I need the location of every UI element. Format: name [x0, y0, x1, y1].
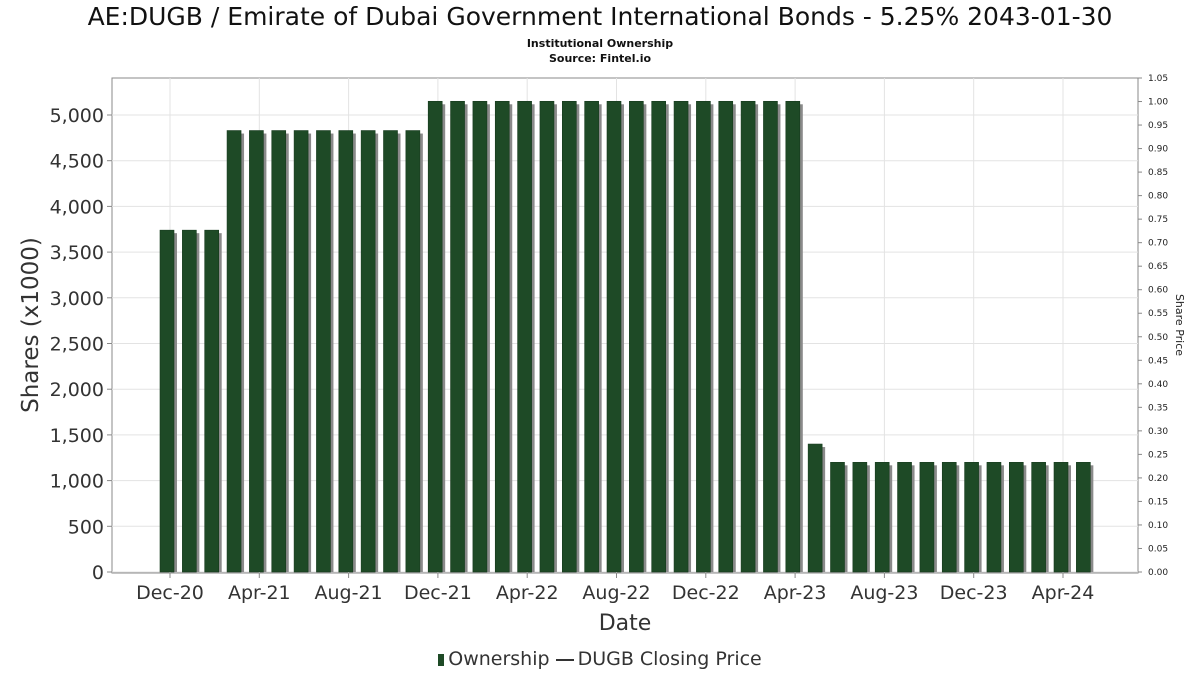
- bar: [450, 100, 465, 573]
- bar: [1076, 462, 1091, 573]
- bar: [673, 100, 689, 573]
- y2-tick-label: 1.00: [1148, 98, 1168, 108]
- bar: [919, 462, 935, 573]
- x-axis-title: Date: [599, 611, 652, 636]
- chart-subtitle: Institutional Ownership Source: Fintel.i…: [0, 36, 1200, 66]
- legend: Ownership DUGB Closing Price: [0, 648, 1200, 670]
- y2-tick-label: 1.05: [1148, 74, 1168, 84]
- y2-tick-label: 0.50: [1148, 333, 1168, 343]
- x-tick-label: Dec-23: [940, 582, 1008, 604]
- subtitle-line-2: Source: Fintel.io: [548, 52, 652, 65]
- bar: [427, 100, 443, 573]
- y-axis-title: Shares (x1000): [18, 237, 44, 413]
- bar: [539, 100, 555, 573]
- y-tick-label: 4,000: [50, 196, 104, 218]
- y2-tick-label: 0.20: [1148, 474, 1168, 484]
- bar: [249, 130, 264, 573]
- bar: [763, 100, 778, 573]
- y2-tick-label: 0.45: [1148, 356, 1168, 366]
- bar: [785, 100, 801, 573]
- legend-ownership-label[interactable]: Ownership: [448, 648, 550, 670]
- bar: [293, 130, 309, 573]
- x-tick-label: Dec-21: [404, 582, 472, 604]
- bar: [1008, 462, 1024, 573]
- bar: [494, 100, 510, 573]
- bar: [740, 100, 756, 573]
- bar: [383, 130, 398, 573]
- x-tick-label: Aug-22: [582, 582, 650, 604]
- y2-tick-label: 0.40: [1148, 380, 1168, 390]
- y-tick-label: 1,000: [50, 471, 104, 493]
- x-tick-label: Dec-20: [136, 582, 204, 604]
- bar: [852, 462, 868, 573]
- bar: [584, 100, 599, 573]
- bar: [517, 100, 532, 573]
- bar: [472, 100, 488, 573]
- y2-tick-label: 0.55: [1148, 309, 1168, 319]
- bar: [204, 229, 219, 573]
- y2-axis-title: Share Price: [1173, 294, 1186, 356]
- bar: [897, 462, 912, 573]
- y2-tick-label: 0.25: [1148, 450, 1168, 460]
- x-tick-label: Apr-21: [228, 582, 291, 604]
- bar: [360, 130, 376, 573]
- bar: [718, 100, 734, 573]
- bar: [271, 130, 287, 573]
- y2-tick-label: 0.05: [1148, 544, 1168, 554]
- bar: [606, 100, 622, 573]
- y-tick-label: 3,500: [50, 242, 104, 264]
- chart-title: AE:DUGB / Emirate of Dubai Government In…: [87, 2, 1113, 31]
- y-tick-label: 4,500: [50, 151, 104, 173]
- bar: [986, 462, 1002, 573]
- y-tick-label: 0: [92, 562, 104, 584]
- y2-tick-label: 0.80: [1148, 192, 1168, 202]
- bar: [561, 100, 577, 573]
- y2-tick-label: 0.65: [1148, 262, 1168, 272]
- x-tick-label: Apr-23: [764, 582, 827, 604]
- legend-price-swatch: [555, 658, 574, 661]
- y2-tick-label: 0.95: [1148, 121, 1168, 131]
- y2-tick-label: 0.15: [1148, 497, 1168, 507]
- bar: [964, 462, 979, 573]
- y-tick-label: 2,000: [50, 379, 104, 401]
- y2-tick-label: 0.60: [1148, 286, 1168, 296]
- bar: [874, 462, 890, 573]
- bar: [316, 130, 331, 573]
- x-tick-label: Aug-23: [850, 582, 918, 604]
- y2-tick-label: 0.35: [1148, 403, 1168, 413]
- x-tick-label: Apr-24: [1032, 582, 1095, 604]
- bar: [159, 229, 175, 573]
- y-tick-label: 1,500: [50, 425, 104, 447]
- bar: [807, 443, 823, 573]
- x-tick-label: Apr-22: [496, 582, 559, 604]
- bar: [651, 100, 667, 573]
- subtitle-line-1: Institutional Ownership: [526, 37, 674, 50]
- bar: [182, 229, 197, 573]
- legend-price-label[interactable]: DUGB Closing Price: [577, 648, 762, 670]
- x-tick-label: Dec-22: [672, 582, 740, 604]
- bar: [696, 100, 711, 573]
- x-tick-label: Aug-21: [315, 582, 383, 604]
- y2-tick-label: 0.70: [1148, 239, 1168, 249]
- y-tick-label: 3,000: [50, 288, 104, 310]
- y2-tick-label: 0.10: [1148, 521, 1168, 531]
- y2-tick-label: 0.30: [1148, 427, 1168, 437]
- bar: [941, 462, 957, 573]
- y-tick-label: 5,000: [50, 105, 104, 127]
- bar: [830, 462, 845, 573]
- y2-tick-label: 0.00: [1148, 568, 1168, 578]
- y-tick-label: 2,500: [50, 334, 104, 356]
- bar: [629, 100, 644, 573]
- bar: [226, 130, 242, 573]
- y2-tick-label: 0.90: [1148, 145, 1168, 155]
- legend-ownership-swatch: [438, 653, 445, 666]
- bar: [1053, 462, 1069, 573]
- bar: [405, 130, 421, 573]
- y2-tick-label: 0.85: [1148, 168, 1168, 178]
- bar: [338, 130, 354, 573]
- bar: [1031, 462, 1046, 573]
- y-tick-label: 500: [68, 516, 104, 538]
- y2-tick-label: 0.75: [1148, 215, 1168, 225]
